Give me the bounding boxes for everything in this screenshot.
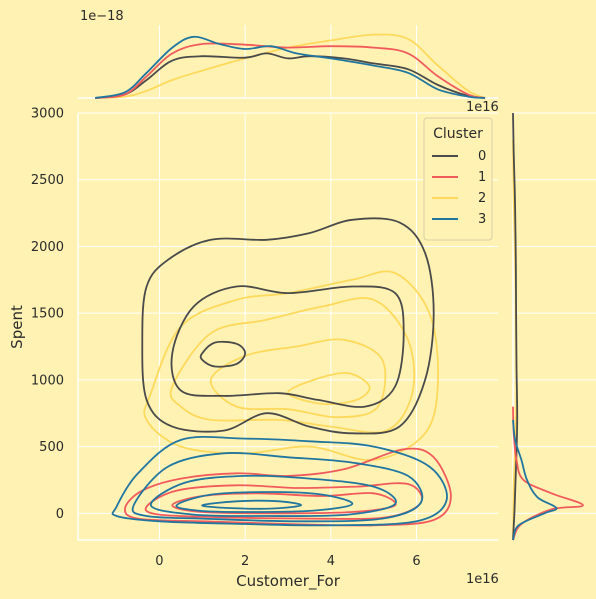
- y-axis-label: Spent: [8, 305, 26, 349]
- legend-label-cluster-2: 2: [478, 191, 486, 206]
- x-tick-label: 4: [327, 554, 335, 569]
- y-tick-label: 500: [39, 440, 64, 455]
- x-tick-label: 0: [155, 554, 163, 569]
- y-tick-label: 3000: [31, 107, 64, 122]
- y-tick-label: 0: [56, 507, 64, 522]
- right-marginal-kde-cluster-3: [512, 419, 558, 541]
- right-marginal-kde-cluster-1: [512, 406, 584, 541]
- top-marginal-kde-cluster-0: [94, 52, 486, 99]
- legend-box: [423, 117, 493, 241]
- x-tick-label: 2: [241, 554, 249, 569]
- right-marginal-kde-cluster-0: [512, 112, 519, 541]
- legend-label-cluster-3: 3: [478, 212, 486, 227]
- contour-cluster-2-level-2: [169, 297, 416, 434]
- y-tick-label: 2000: [31, 240, 64, 255]
- contour-cluster-3-level-1: [111, 436, 448, 527]
- contour-cluster-0-level-2: [170, 285, 405, 408]
- legend-label-cluster-1: 1: [478, 170, 486, 185]
- contour-cluster-3-level-2: [131, 452, 424, 523]
- top-marginal-panel: 1e−18: [78, 9, 498, 99]
- contour-cluster-2-level-3: [209, 338, 387, 419]
- legend-label-cluster-0: 0: [478, 149, 486, 164]
- x-tick-label: 6: [412, 554, 420, 569]
- legend-title: Cluster: [433, 126, 483, 142]
- x-axis-label: Customer_For: [236, 572, 341, 591]
- y-axis-offset-text: 1e16: [466, 100, 499, 115]
- contour-cluster-1-level-3: [171, 492, 397, 515]
- contour-cluster-2-level-4: [287, 372, 371, 406]
- contour-cluster-0-level-3: [199, 340, 246, 368]
- x-axis-offset-text: 1e16: [466, 572, 499, 587]
- contour-cluster-3-level-4: [175, 491, 354, 513]
- contour-cluster-3-level-5: [201, 499, 302, 510]
- top-marginal-kde-cluster-1: [94, 42, 486, 99]
- contour-cluster-0-level-1: [141, 217, 435, 435]
- contour-cluster-3-level-3: [150, 474, 397, 517]
- y-tick-label: 1500: [31, 307, 64, 322]
- y-tick-label: 2500: [31, 173, 64, 188]
- y-tick-label: 1000: [31, 373, 64, 388]
- top-marginal-offset-text: 1e−18: [80, 9, 124, 24]
- top-marginal-kde-cluster-3: [94, 35, 486, 99]
- joint-panel: 0 2 4 6 0 500 1000 1500 2000 2500 3000 Customer_F…: [8, 25, 596, 591]
- contour-cluster-2-level-1: [143, 270, 440, 461]
- contour-cluster-1-level-1: [124, 447, 452, 527]
- legend: Cluster 0 1 2 3: [423, 117, 493, 241]
